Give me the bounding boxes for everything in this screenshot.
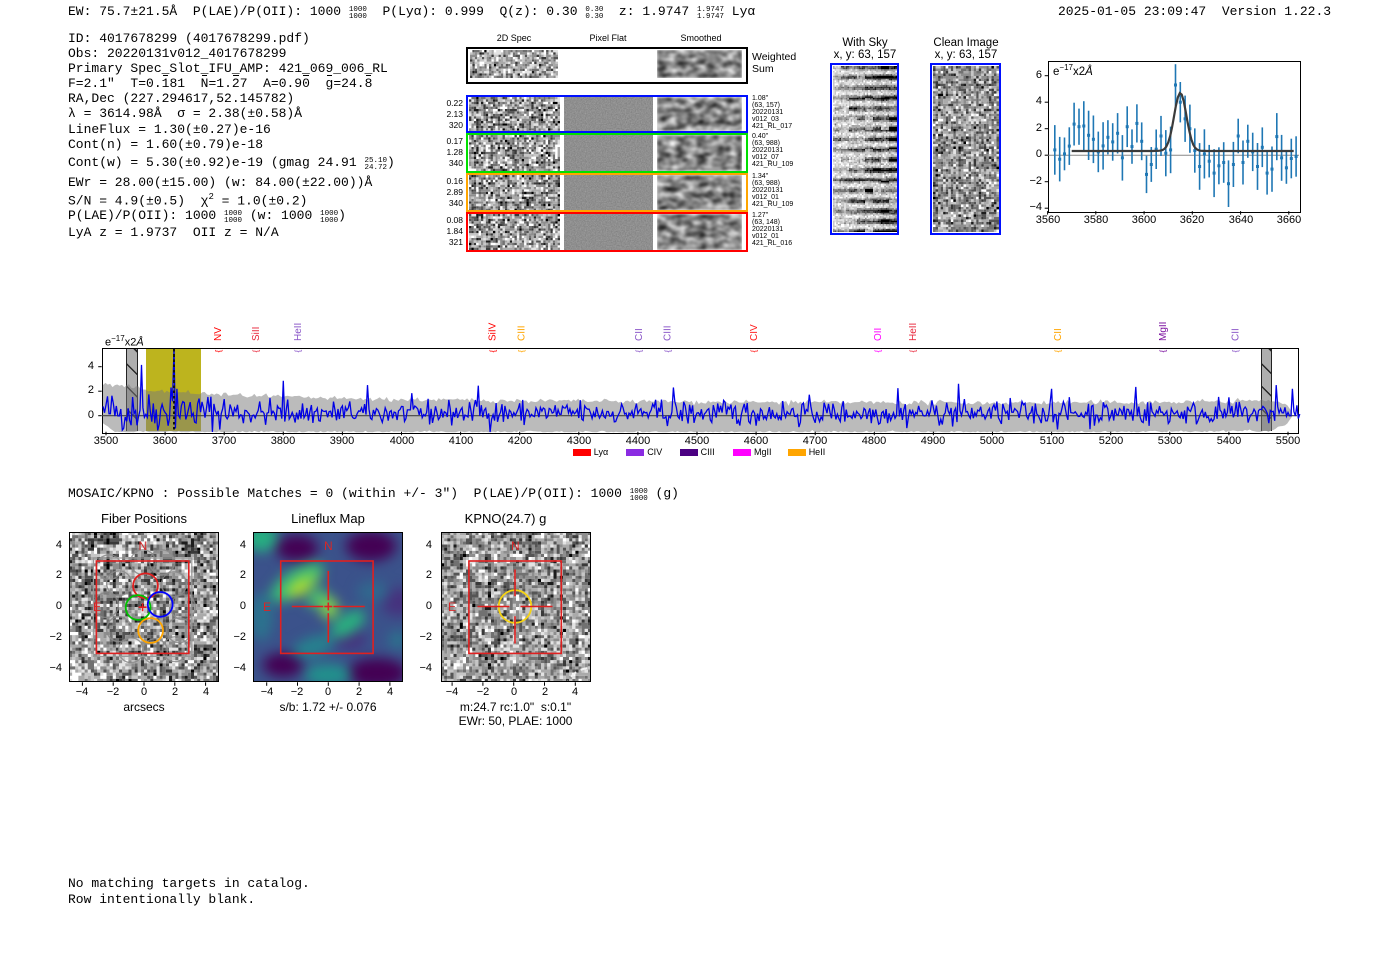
svg-text:E: E <box>93 600 101 614</box>
svg-text:N: N <box>139 539 148 553</box>
svg-text:CII: CII <box>1231 328 1242 341</box>
svg-text:{: { <box>749 350 759 353</box>
svg-text:CIII: CIII <box>517 325 528 341</box>
svg-text:NV: NV <box>213 327 224 341</box>
svg-text:{: { <box>634 350 644 353</box>
svg-text:CII: CII <box>634 328 645 341</box>
svg-text:{: { <box>1158 350 1168 353</box>
svg-text:{: { <box>873 350 883 353</box>
svg-text:CII: CII <box>1053 328 1064 341</box>
svg-text:N: N <box>511 539 520 553</box>
svg-text:{: { <box>908 350 918 353</box>
svg-text:CIII: CIII <box>663 325 674 341</box>
svg-text:MgII: MgII <box>1158 322 1169 341</box>
svg-text:HeII: HeII <box>293 323 304 341</box>
svg-text:CIV: CIV <box>749 324 760 341</box>
svg-text:{: { <box>1053 350 1063 353</box>
svg-text:{: { <box>516 350 526 353</box>
svg-text:{: { <box>662 350 672 353</box>
svg-text:{: { <box>213 350 223 353</box>
svg-text:{: { <box>1230 350 1240 353</box>
svg-text:N: N <box>324 539 333 553</box>
svg-text:SiIV: SiIV <box>488 322 499 341</box>
svg-text:E: E <box>263 600 271 614</box>
svg-text:{: { <box>293 350 303 353</box>
svg-text:{: { <box>251 350 261 353</box>
svg-text:E: E <box>448 600 456 614</box>
svg-text:{: { <box>487 350 497 353</box>
svg-text:SiII: SiII <box>251 327 262 341</box>
svg-text:HeII: HeII <box>908 323 919 341</box>
svg-text:OII: OII <box>873 328 884 341</box>
